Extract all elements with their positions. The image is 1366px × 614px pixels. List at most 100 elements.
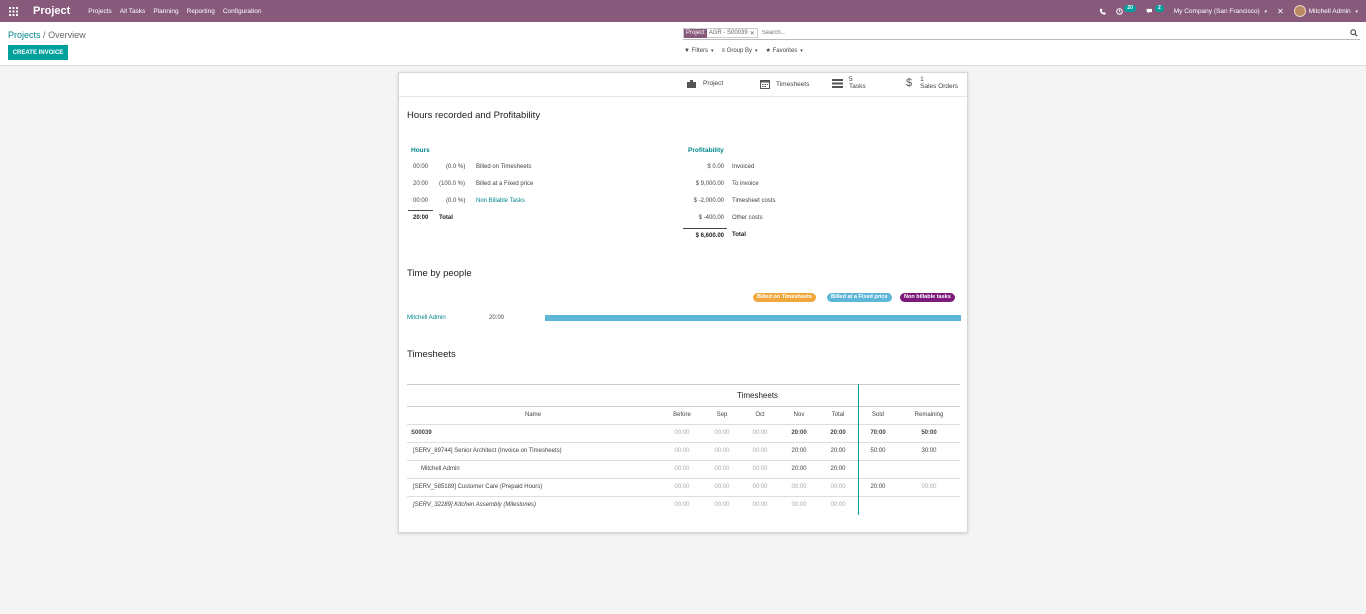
table-row[interactable]: [SERV_585189] Customer Care (Prepaid Hou… [407, 479, 960, 497]
hours-value-3: 00:00 [413, 198, 429, 204]
hours-label-1: Billed on Timesheets [476, 164, 532, 170]
breadcrumb-current: Overview [48, 30, 86, 40]
row-total: 20:00 [830, 430, 846, 436]
avatar[interactable] [1293, 5, 1306, 17]
stat-timesheets-label: Timesheets [776, 80, 810, 88]
stat-buttons: Project Timesheets 5 Tasks $ 1 Sales Order… [399, 73, 967, 97]
control-panel: Projects / Overview CREATE INVOICE Proje… [0, 22, 1366, 66]
stat-tasks-label: Tasks [849, 83, 866, 90]
chevron-down-icon: ▾ [755, 47, 758, 54]
profit-total-value: $ 6,600.00 [695, 233, 724, 239]
hours-total-value: 20:00 [413, 215, 429, 221]
messages-icon[interactable]: 2 [1146, 4, 1164, 15]
menu-reporting[interactable]: Reporting [186, 7, 215, 15]
table-row[interactable]: S00039 00:00 00:00 00:00 20:00 20:00 70:… [407, 425, 960, 443]
table-row[interactable]: Mitchell Admin 00:00 00:00 00:00 20:00 2… [407, 461, 960, 479]
timesheet-group-title: Timesheets [737, 391, 779, 400]
col-sep: Sep [716, 412, 728, 418]
col-remaining: Remaining [914, 412, 944, 418]
section-timesheets: Timesheets [407, 349, 456, 360]
col-sold: Sold [871, 412, 884, 418]
profit-value-2: $ 9,000.00 [695, 181, 724, 187]
stat-project-button[interactable]: Project [687, 79, 723, 88]
person-fixed-bar [545, 315, 961, 321]
row-oct: 00:00 [752, 502, 768, 508]
section-time-by-people: Time by people [407, 268, 472, 279]
messages-badge: 2 [1154, 4, 1164, 12]
tasks-icon [832, 78, 843, 88]
row-nov: 00:00 [791, 484, 807, 490]
activity-badge: 20 [1124, 4, 1136, 12]
stat-tasks-count: 5 [849, 76, 853, 83]
non-billable-tasks-link[interactable]: Non Billable Tasks [476, 198, 525, 204]
profit-total-divider [683, 228, 727, 229]
hours-header: Hours [411, 147, 430, 154]
company-switcher[interactable]: My Company (San Francisco) ▾ [1174, 8, 1267, 15]
top-navbar: Project Projects All Tasks Planning Repo… [0, 0, 1366, 22]
puzzle-icon [687, 80, 696, 88]
apps-menu-icon[interactable] [0, 0, 26, 22]
close-icon[interactable]: ✕ [1277, 6, 1284, 16]
row-name[interactable]: S00039 [411, 430, 432, 436]
row-oct: 00:00 [752, 430, 768, 436]
phone-icon[interactable] [1099, 8, 1107, 15]
menu-all-tasks[interactable]: All Tasks [119, 7, 146, 15]
app-brand[interactable]: Project [33, 5, 71, 17]
chevron-down-icon: ▾ [1355, 8, 1358, 15]
row-before: 00:00 [674, 430, 690, 436]
facet-remove-icon[interactable]: ✕ [749, 30, 755, 37]
stat-tasks-button[interactable]: 5 Tasks [832, 76, 866, 90]
group-by-label: Group By [726, 47, 753, 54]
hours-label-2: Billed at a Fixed price [476, 181, 534, 187]
person-name[interactable]: Mitchell Admin [407, 315, 446, 321]
hours-total-label: Total [439, 215, 453, 221]
row-sold: 20:00 [870, 484, 886, 490]
calendar-icon [760, 80, 770, 89]
group-by-dropdown[interactable]: ≡ Group By ▾ [721, 47, 757, 54]
filters-dropdown[interactable]: ▼ Filters ▾ [684, 47, 713, 54]
breadcrumb: Projects / Overview [8, 30, 86, 40]
row-before: 00:00 [674, 484, 690, 490]
favorites-dropdown[interactable]: ★ Favorites ▾ [766, 47, 803, 55]
chevron-down-icon: ▾ [1264, 8, 1268, 15]
activity-icon[interactable]: 20 [1116, 4, 1136, 15]
stat-orders-text: 1 Sales Orders [920, 76, 958, 90]
search-icon[interactable] [1350, 29, 1358, 37]
row-nov: 20:00 [791, 430, 807, 436]
facet-value: AGR - S00039 [708, 30, 748, 36]
user-name: Mitchell Admin [1308, 7, 1351, 15]
profit-label-4: Other costs [732, 215, 763, 221]
create-invoice-button[interactable]: CREATE INVOICE [8, 45, 68, 60]
section-hours-profitability: Hours recorded and Profitability [407, 110, 541, 121]
row-sep: 00:00 [714, 448, 730, 454]
table-row[interactable]: [SERV_89744] Senior Architect (Invoice o… [407, 443, 960, 461]
row-name: [SERV_32289] Kitchen Assembly (Milestone… [413, 502, 537, 508]
profit-label-2: To invoice [732, 181, 759, 187]
menu-projects[interactable]: Projects [88, 7, 112, 15]
filters-label: Filters [691, 47, 708, 54]
search-input[interactable] [761, 30, 1322, 36]
project-overview-sheet: Project Timesheets 5 Tasks $ 1 Sales Order… [398, 72, 968, 533]
menu-planning[interactable]: Planning [153, 7, 179, 15]
user-menu[interactable]: Mitchell Admin ▾ [1309, 8, 1358, 15]
profit-value-1: $ 0.00 [707, 164, 724, 170]
breadcrumb-projects[interactable]: Projects [8, 30, 41, 40]
menu-configuration[interactable]: Configuration [222, 7, 262, 15]
hours-value-1: 00:00 [413, 164, 429, 170]
row-total: 00:00 [830, 502, 846, 508]
legend-billed-timesheets: Billed on Timesheets [753, 293, 816, 302]
row-remaining: 00:00 [921, 484, 937, 490]
row-oct: 00:00 [752, 484, 768, 490]
table-row[interactable]: [SERV_32289] Kitchen Assembly (Milestone… [407, 497, 960, 515]
hours-pct-3: (0.0 %) [446, 198, 466, 204]
hours-pct-1: (0.0 %) [446, 164, 466, 170]
col-nov: Nov [793, 412, 805, 418]
profit-label-3: Timesheet costs [732, 198, 776, 204]
col-total: Total [831, 412, 845, 418]
stat-timesheets-button[interactable]: Timesheets [760, 79, 809, 89]
stat-sales-orders-button[interactable]: $ 1 Sales Orders [906, 76, 958, 90]
row-nov: 00:00 [791, 502, 807, 508]
row-total: 00:00 [830, 484, 846, 490]
search-facet[interactable]: Project AGR - S00039 ✕ [683, 28, 758, 38]
stat-tasks-text: 5 Tasks [849, 76, 866, 90]
